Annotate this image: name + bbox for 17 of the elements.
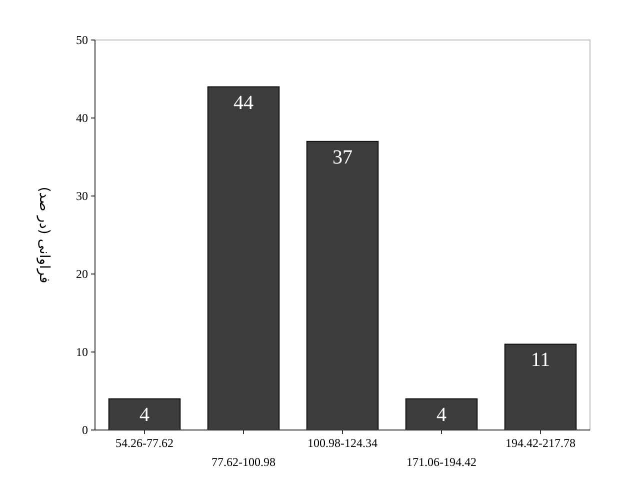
x-tick-label: 54.26-77.62 (116, 436, 174, 450)
data-label: 4 (436, 404, 446, 426)
y-axis-title: فراوانی (در صد) (36, 186, 52, 284)
y-tick-label: 50 (76, 33, 88, 47)
y-tick-label: 30 (76, 189, 88, 203)
y-tick-label: 40 (76, 111, 88, 125)
y-tick-label: 20 (76, 267, 88, 281)
x-tick-label: 100.98-124.34 (308, 436, 378, 450)
y-tick-label: 0 (82, 423, 88, 437)
x-tick-label: 77.62-100.98 (212, 455, 276, 469)
x-tick-label: 194.42-217.78 (506, 436, 576, 450)
data-label: 4 (140, 404, 150, 426)
data-label: 11 (530, 349, 550, 372)
x-tick-label: 171.06-194.42 (406, 455, 476, 469)
data-label: 44 (234, 92, 254, 114)
y-tick-label: 10 (76, 345, 88, 359)
data-label: 37 (332, 146, 352, 168)
